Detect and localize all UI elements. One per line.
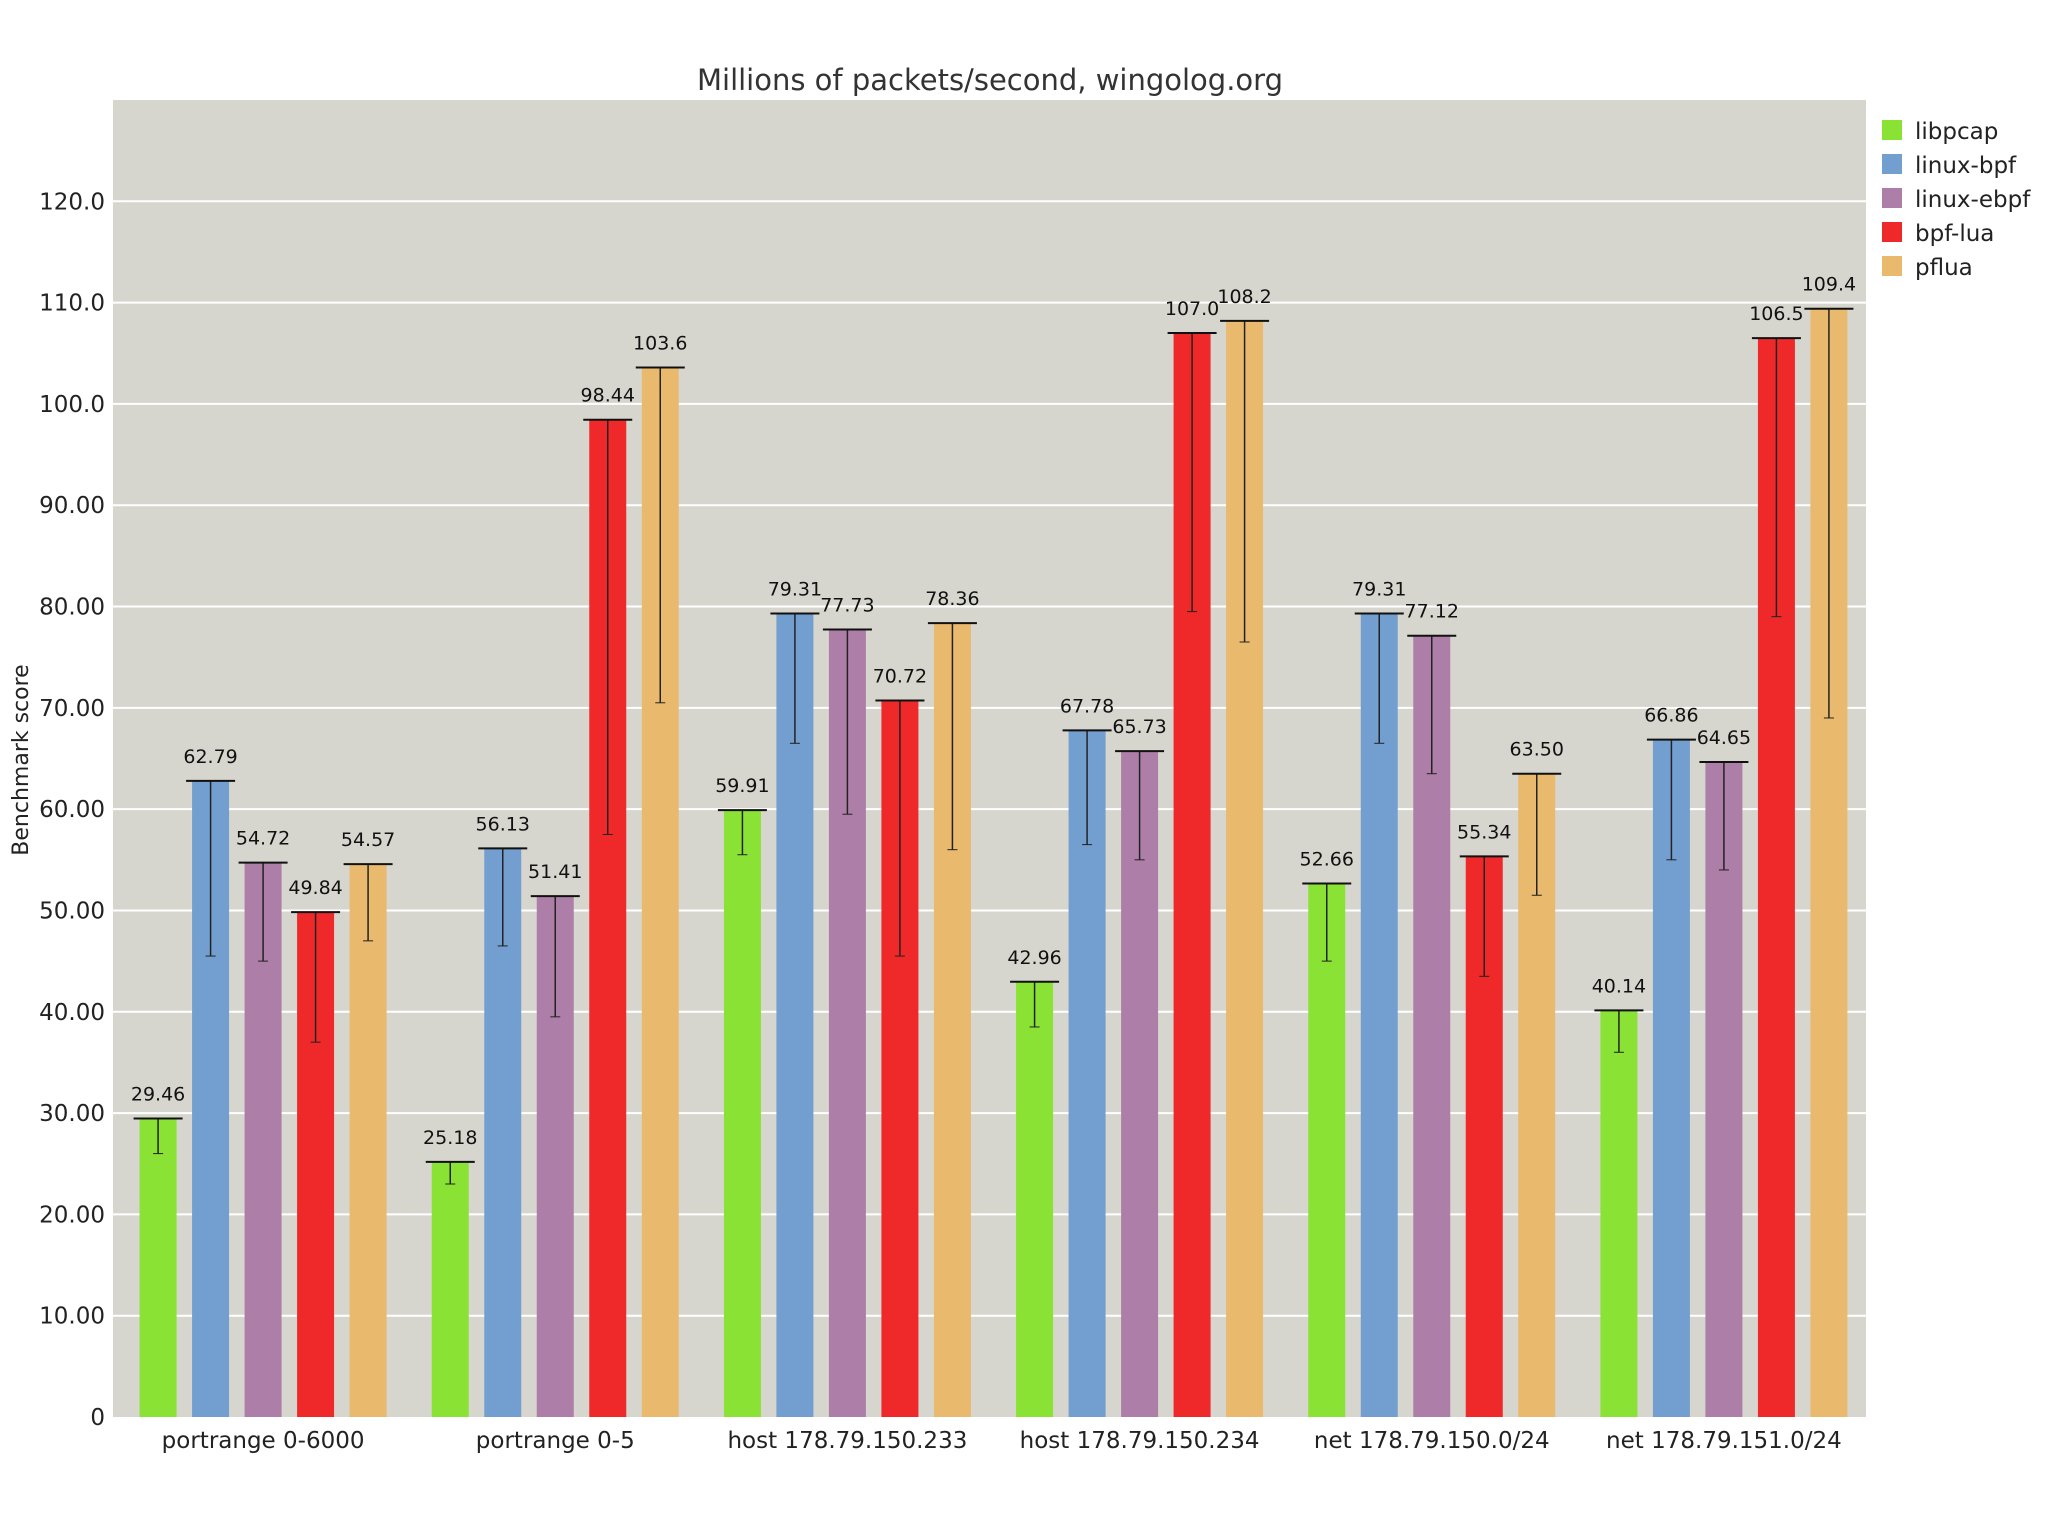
y-tick-label: 50.00 (39, 898, 105, 924)
legend-item: bpf-lua (1882, 221, 1994, 247)
data-label: 109.4 (1802, 274, 1856, 296)
bar (1360, 613, 1398, 1417)
x-tick-label: portrange 0-6000 (162, 1428, 365, 1454)
data-label: 98.44 (581, 385, 635, 407)
data-label: 49.84 (288, 877, 342, 899)
legend: libpcap linux-bpf linux-ebpf bpf-lua pflua (1882, 119, 2031, 281)
data-label: 106.5 (1749, 303, 1803, 325)
data-label: 59.91 (715, 775, 769, 797)
y-tick-label: 100.0 (39, 392, 105, 418)
data-label: 77.12 (1405, 601, 1459, 623)
data-label: 25.18 (423, 1127, 477, 1149)
y-axis-ticks: 0 10.00 20.00 30.00 40.00 50.00 60.00 70.00 80.0… (39, 189, 105, 1431)
y-tick-label: 60.00 (39, 797, 105, 823)
y-tick-label: 70.00 (39, 696, 105, 722)
bar (1705, 762, 1743, 1417)
x-axis-ticks: portrange 0-6000 portrange 0-5 host 178.79… (162, 1428, 1842, 1454)
data-label: 103.6 (633, 332, 687, 354)
data-label: 54.72 (236, 828, 290, 850)
data-label: 55.34 (1457, 821, 1511, 843)
x-tick-label: net 178.79.150.0/24 (1314, 1428, 1550, 1454)
bar-group: 29.46 62.79 54.72 49.84 54.57 (131, 746, 395, 1417)
bars: 29.46 62.79 54.72 49.84 54.57 25.18 56.13 51.41… (131, 274, 1856, 1418)
data-label: 77.73 (820, 595, 874, 617)
legend-item: linux-ebpf (1882, 187, 2031, 213)
bar (139, 1118, 177, 1417)
y-tick-label: 120.0 (39, 189, 105, 215)
plot-area (113, 100, 1866, 1417)
gridlines (113, 200, 1866, 1317)
data-label: 70.72 (873, 666, 927, 688)
data-label: 29.46 (131, 1084, 185, 1106)
data-label: 79.31 (1352, 579, 1406, 601)
y-tick-label: 30.00 (39, 1101, 105, 1127)
data-label: 63.50 (1510, 739, 1564, 761)
data-label: 56.13 (476, 813, 530, 835)
y-axis-label: Benchmark score (9, 664, 34, 855)
x-tick-label: portrange 0-5 (476, 1428, 635, 1454)
legend-swatch (1882, 256, 1902, 276)
bar (431, 1161, 469, 1417)
bar (776, 613, 814, 1417)
y-tick-label: 80.00 (39, 595, 105, 621)
legend-item: pflua (1882, 255, 1973, 281)
legend-item: linux-bpf (1882, 153, 2017, 179)
data-label: 62.79 (183, 746, 237, 768)
y-tick-label: 20.00 (39, 1202, 105, 1228)
x-tick-label: net 178.79.151.0/24 (1606, 1428, 1842, 1454)
y-tick-label: 90.00 (39, 493, 105, 519)
bar (1121, 751, 1159, 1417)
legend-swatch (1882, 188, 1902, 208)
legend-swatch (1882, 222, 1902, 242)
legend-label: pflua (1915, 255, 1973, 281)
data-label: 78.36 (925, 588, 979, 610)
chart-title: Millions of packets/second, wingolog.org (697, 63, 1283, 97)
y-tick-label: 10.00 (39, 1304, 105, 1330)
bar (349, 864, 387, 1417)
data-label: 79.31 (768, 579, 822, 601)
data-label: 51.41 (528, 861, 582, 883)
data-label: 40.14 (1592, 975, 1646, 997)
data-label: 42.96 (1007, 947, 1061, 969)
bar (723, 810, 761, 1417)
bar (1016, 981, 1054, 1417)
x-tick-label: host 178.79.150.234 (1020, 1428, 1260, 1454)
data-label: 107.0 (1165, 298, 1219, 320)
data-label: 64.65 (1697, 727, 1751, 749)
legend-swatch (1882, 120, 1902, 140)
y-tick-label: 110.0 (39, 291, 105, 317)
data-label: 65.73 (1112, 716, 1166, 738)
x-tick-label: host 178.79.150.233 (727, 1428, 967, 1454)
data-label: 52.66 (1300, 849, 1354, 871)
data-label: 67.78 (1060, 695, 1114, 717)
data-label: 66.86 (1644, 705, 1698, 727)
legend-label: bpf-lua (1915, 221, 1994, 247)
bar (1600, 1010, 1638, 1417)
legend-label: libpcap (1915, 119, 1998, 145)
bar (1308, 883, 1346, 1417)
legend-label: linux-bpf (1915, 153, 2017, 179)
y-tick-label: 40.00 (39, 1000, 105, 1026)
legend-swatch (1882, 154, 1902, 174)
legend-item: libpcap (1882, 119, 1998, 145)
legend-label: linux-ebpf (1915, 187, 2031, 213)
data-label: 54.57 (341, 829, 395, 851)
bar-group: 25.18 56.13 51.41 98.44 103.6 (423, 332, 687, 1418)
y-tick-label: 0 (90, 1405, 105, 1431)
data-label: 108.2 (1217, 286, 1271, 308)
